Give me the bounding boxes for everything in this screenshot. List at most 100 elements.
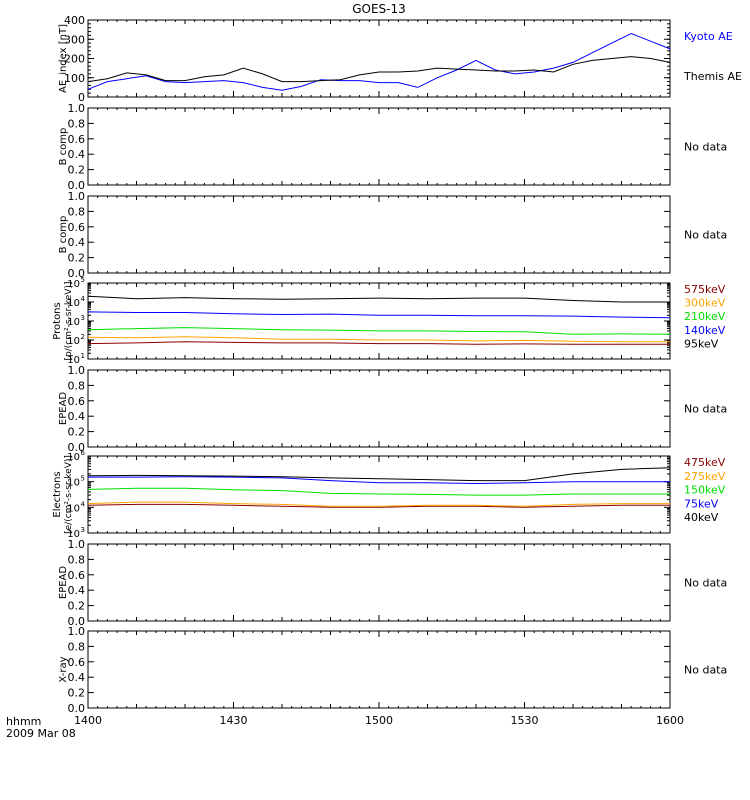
y-tick-label: 1.0 <box>68 625 86 638</box>
y-tick-label: 0.4 <box>68 671 86 684</box>
y-tick-label: 0.4 <box>68 148 86 161</box>
y-tick-label: 0.6 <box>68 133 86 146</box>
panel-frame <box>87 630 671 709</box>
legend-entry: 300keV <box>684 297 726 310</box>
y-axis-units: [e/(cm²-s-sr-keV)] <box>64 455 74 534</box>
y-tick-exponent: 2 <box>81 333 85 341</box>
y-tick-label: 10 <box>67 298 80 309</box>
y-tick-label: 0.0 <box>68 615 86 628</box>
no-data-note: No data <box>684 403 727 416</box>
y-axis-label: B comp <box>58 128 69 166</box>
y-tick-exponent: 5 <box>81 475 85 483</box>
y-tick-label: 10 <box>67 503 80 514</box>
y-axis-label: EPEAD <box>58 566 69 600</box>
y-tick-label: 1.0 <box>68 364 86 377</box>
y-tick-label: 0.0 <box>68 702 86 715</box>
panel-5: EPEAD 0.0 0.2 0.4 0.6 0.8 1.0 No data <box>58 364 727 454</box>
series-line-75kev <box>88 476 670 485</box>
panel-6: Electrons [e/(cm²-s-sr-keV)]10 310 410 510 64… <box>52 449 726 540</box>
y-tick-exponent: 5 <box>81 276 85 284</box>
panel-frame <box>87 369 671 448</box>
x-axis-label: hhmm <box>6 715 41 728</box>
panel-frame <box>87 282 671 360</box>
y-tick-exponent: 6 <box>81 449 86 457</box>
panel-1: AE_index [nT] 0 100 200 300 400 Kyoto AE Themis… <box>58 14 742 104</box>
series-line-210kev <box>87 327 671 335</box>
panel-frame <box>87 195 671 274</box>
legend-entry: 75keV <box>684 497 719 510</box>
x-axis-date: 2009 Mar 08 <box>6 727 76 740</box>
panel-frame <box>87 543 671 622</box>
y-tick-exponent: 3 <box>81 314 85 322</box>
series-line-40kev <box>87 467 671 482</box>
y-tick-label: 0.8 <box>68 117 86 130</box>
legend-entry: 275keV <box>684 470 726 483</box>
y-axis-label: Protons <box>52 302 63 339</box>
legend-entry: 40keV <box>684 511 719 524</box>
series-line-themis-ae <box>87 56 671 83</box>
y-tick-label: 0.2 <box>68 426 86 439</box>
no-data-note: No data <box>684 664 727 677</box>
y-tick-label: 1.0 <box>68 102 86 115</box>
y-tick-label: 0.2 <box>68 164 86 177</box>
y-tick-exponent: 1 <box>81 352 85 360</box>
y-tick-label: 1.0 <box>68 190 86 203</box>
y-tick-exponent: 4 <box>81 295 86 303</box>
y-tick-label: 0.8 <box>68 205 86 218</box>
panel-8: X-ray 0.0 0.2 0.4 0.6 0.8 1.0 No data <box>58 625 727 715</box>
y-tick-label: 10 <box>67 529 80 540</box>
y-tick-label: 100 <box>64 72 85 85</box>
legend-entry: 140keV <box>684 324 726 337</box>
panel-frame <box>87 107 671 186</box>
x-tick-label: 1600 <box>656 714 684 727</box>
y-tick-label: 0.6 <box>68 395 86 408</box>
y-axis-label: Electrons <box>52 471 63 517</box>
y-tick-label: 0.0 <box>68 441 86 454</box>
y-tick-label: 10 <box>67 452 80 463</box>
y-axis-units: [p/(cm²-s-sr-keV)] <box>64 282 74 361</box>
y-tick-label: 0.6 <box>68 569 86 582</box>
y-tick-label: 10 <box>67 478 80 489</box>
y-tick-label: 300 <box>64 33 85 46</box>
series-line-95kev <box>87 295 670 303</box>
y-tick-label: 0.0 <box>68 267 86 280</box>
y-tick-label: 0.6 <box>68 221 86 234</box>
x-tick-label: 1430 <box>220 714 248 727</box>
y-tick-label: 0.2 <box>68 252 86 265</box>
series-line-575kev <box>87 341 670 345</box>
y-tick-label: 400 <box>64 14 85 27</box>
y-tick-label: 0.2 <box>68 600 86 613</box>
legend-entry: Themis AE <box>683 70 742 83</box>
y-tick-label: 200 <box>64 53 85 66</box>
y-tick-label: 0.0 <box>68 179 86 192</box>
legend-entry: Kyoto AE <box>684 30 733 43</box>
panel-2: B comp 0.0 0.2 0.4 0.6 0.8 1.0 No data <box>58 102 727 192</box>
no-data-note: No data <box>684 229 727 242</box>
y-axis-label: AE_index [nT] <box>58 24 69 93</box>
y-tick-label: 0.6 <box>68 656 86 669</box>
y-tick-label: 10 <box>67 355 80 366</box>
y-tick-label: 1.0 <box>68 538 86 551</box>
y-tick-label: 10 <box>67 279 80 290</box>
y-axis-label: B comp <box>58 216 69 254</box>
x-tick-label: 1530 <box>511 714 539 727</box>
y-tick-label: 10 <box>67 317 80 328</box>
series-line-275kev <box>87 501 670 507</box>
no-data-note: No data <box>684 577 727 590</box>
y-axis-label: X-ray <box>58 656 69 682</box>
legend-entry: 95keV <box>684 337 719 350</box>
no-data-note: No data <box>684 141 727 154</box>
y-tick-label: 0 <box>78 91 85 104</box>
y-tick-label: 10 <box>67 336 80 347</box>
y-tick-label: 0.8 <box>68 640 86 653</box>
panel-7: EPEAD 0.0 0.2 0.4 0.6 0.8 1.0 No data <box>58 538 727 628</box>
y-tick-label: 0.4 <box>68 584 86 597</box>
legend-entry: 475keV <box>684 456 726 469</box>
x-tick-label: 1400 <box>74 714 102 727</box>
series-line-140kev <box>87 311 671 319</box>
y-axis-label: EPEAD <box>58 392 69 426</box>
y-tick-exponent: 3 <box>81 526 85 534</box>
